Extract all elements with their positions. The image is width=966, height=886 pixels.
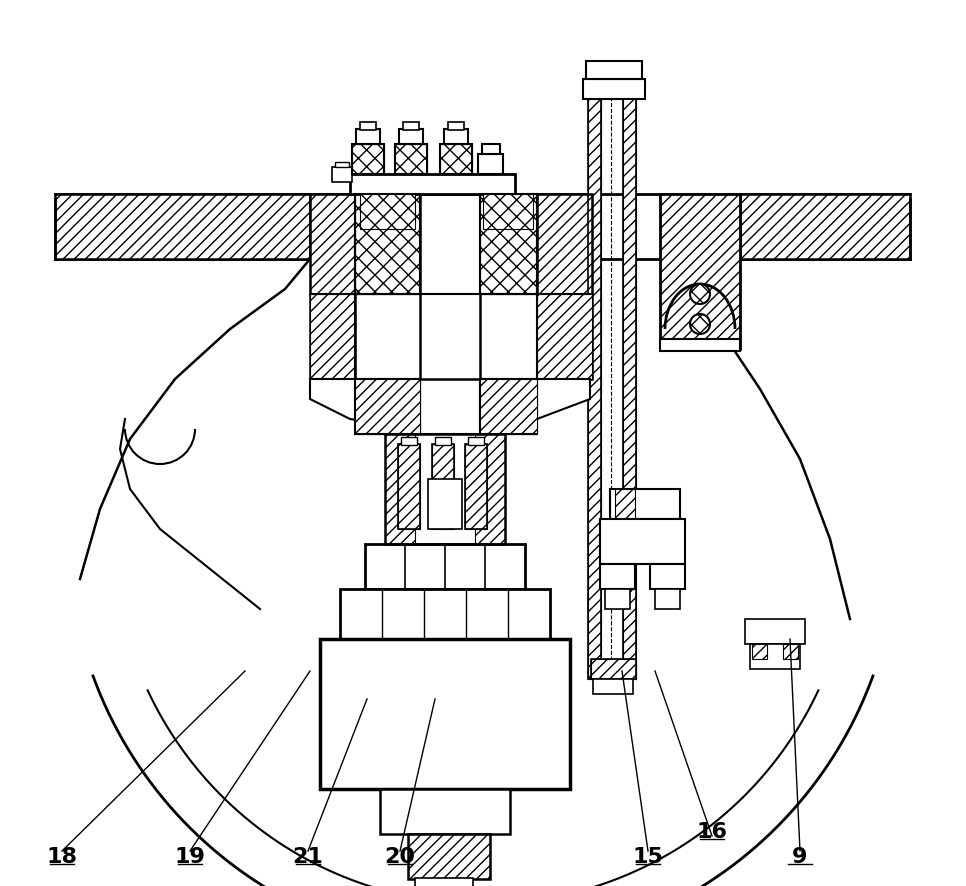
Bar <box>355 195 420 295</box>
Bar <box>356 130 380 144</box>
Bar <box>480 195 537 295</box>
Bar <box>588 80 601 680</box>
Polygon shape <box>480 379 590 430</box>
Bar <box>537 295 592 379</box>
Bar <box>623 80 636 680</box>
Bar <box>583 80 645 100</box>
Bar <box>355 379 420 434</box>
Bar <box>352 144 384 175</box>
Circle shape <box>690 284 710 305</box>
Bar <box>385 434 505 544</box>
Bar <box>360 195 415 229</box>
Bar <box>468 438 484 446</box>
Bar <box>340 589 550 640</box>
Bar <box>465 445 487 530</box>
Bar <box>465 445 487 530</box>
Bar <box>395 144 427 175</box>
Bar <box>591 659 636 680</box>
Bar <box>588 80 601 680</box>
Bar <box>408 834 490 879</box>
Bar <box>600 519 685 564</box>
Bar <box>55 195 310 260</box>
Bar <box>435 438 451 446</box>
Text: 16: 16 <box>696 821 727 841</box>
Bar <box>408 834 490 879</box>
Bar <box>380 789 510 834</box>
Bar <box>750 644 800 669</box>
Bar <box>401 438 417 446</box>
Bar <box>352 144 384 175</box>
Bar <box>752 644 767 659</box>
Bar <box>615 489 635 519</box>
Bar <box>610 489 680 519</box>
Bar <box>415 878 473 886</box>
Text: 21: 21 <box>293 846 324 866</box>
Bar <box>660 195 740 350</box>
Bar <box>332 167 352 183</box>
Bar <box>655 589 680 610</box>
Bar <box>593 680 633 695</box>
Text: 15: 15 <box>633 846 664 866</box>
Bar <box>483 195 533 229</box>
Bar <box>428 479 462 530</box>
Bar <box>537 195 592 379</box>
Bar <box>478 155 503 175</box>
Bar <box>335 163 349 167</box>
Bar <box>440 144 472 175</box>
Bar <box>660 195 740 350</box>
Bar <box>385 434 415 544</box>
Bar <box>420 195 480 379</box>
Bar <box>395 144 427 175</box>
Bar <box>365 544 525 589</box>
Bar <box>480 195 537 295</box>
Bar <box>740 195 910 260</box>
Bar <box>440 144 472 175</box>
Text: 18: 18 <box>46 846 77 866</box>
Bar <box>310 295 355 379</box>
Bar <box>740 195 910 260</box>
Bar <box>320 640 570 789</box>
Bar <box>398 445 420 530</box>
Bar <box>355 195 420 295</box>
Bar <box>650 564 685 589</box>
Bar <box>55 195 310 260</box>
Bar <box>660 339 740 352</box>
Bar <box>623 80 636 680</box>
Bar <box>475 434 505 544</box>
Bar <box>537 195 592 379</box>
Polygon shape <box>310 379 420 430</box>
Bar <box>480 379 537 434</box>
Bar <box>355 379 420 434</box>
Bar <box>480 379 537 434</box>
Bar <box>745 619 805 644</box>
Bar <box>600 564 635 589</box>
Bar <box>448 123 464 131</box>
Bar <box>360 123 376 131</box>
Circle shape <box>690 315 710 335</box>
Bar <box>444 130 468 144</box>
Bar <box>591 659 636 680</box>
Text: 20: 20 <box>384 846 415 866</box>
Bar <box>432 445 454 530</box>
Text: 19: 19 <box>175 846 206 866</box>
Bar <box>605 589 630 610</box>
Bar <box>350 175 515 195</box>
Text: 9: 9 <box>792 846 808 866</box>
Bar <box>403 123 419 131</box>
Bar <box>586 62 642 80</box>
Bar <box>399 130 423 144</box>
Bar <box>432 445 454 530</box>
Bar <box>310 195 355 379</box>
Bar <box>482 144 500 155</box>
Bar <box>783 644 798 659</box>
Bar <box>310 195 355 379</box>
Bar <box>398 445 420 530</box>
